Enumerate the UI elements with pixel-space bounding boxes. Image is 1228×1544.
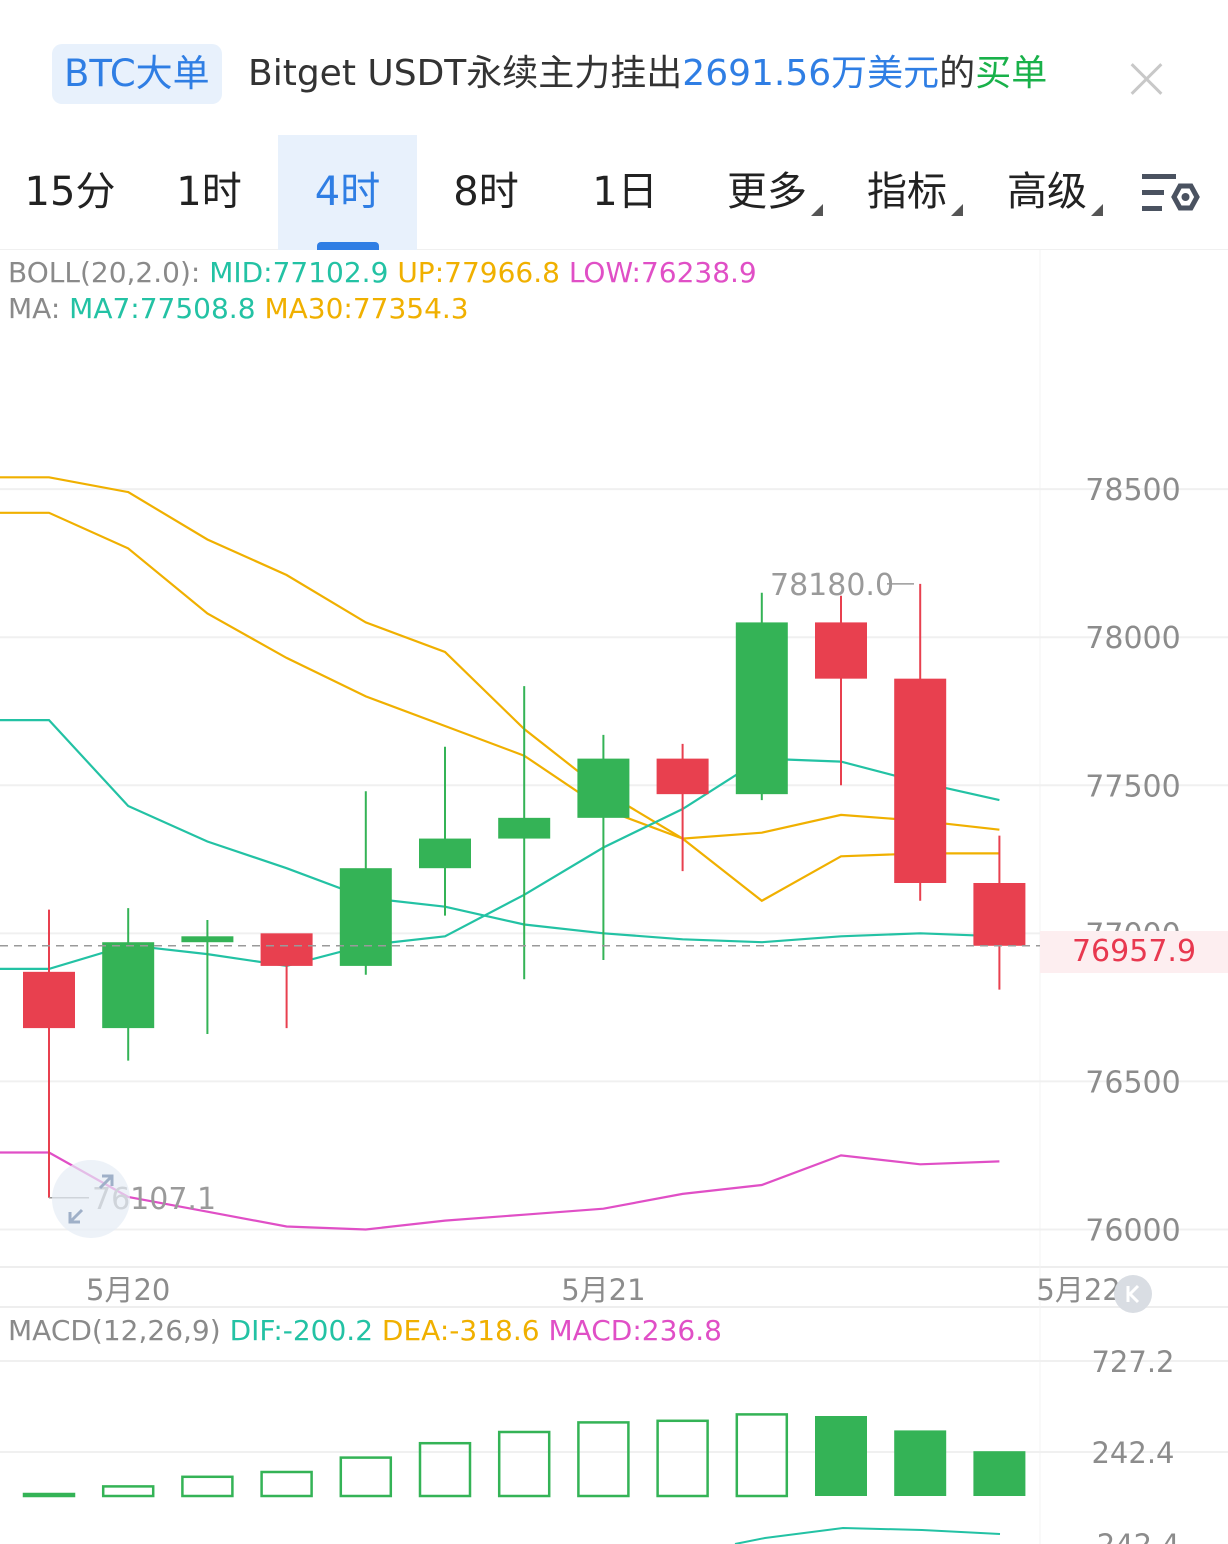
macd-dea: DEA:-318.6 <box>381 1314 540 1347</box>
dropdown-triangle-icon <box>811 204 823 216</box>
y-tick-label: 78000 <box>1085 621 1180 656</box>
ma-name: MA: <box>8 292 61 325</box>
tab-advanced[interactable]: 高级 <box>1005 135 1103 250</box>
tab-more[interactable]: 更多 <box>725 135 823 250</box>
macd-bar <box>260 1470 313 1498</box>
dropdown-triangle-icon <box>1091 204 1103 216</box>
chart-settings-icon[interactable] <box>1140 170 1200 220</box>
candle-body <box>260 933 313 966</box>
macd-dif: DIF:-200.2 <box>229 1314 374 1347</box>
macd-bar <box>735 1413 789 1498</box>
notice-prefix: Bitget USDT永续主力挂出 <box>248 53 683 94</box>
tab-more-label: 更多 <box>727 169 807 215</box>
notice-bar: BTC大单 Bitget USDT永续主力挂出2691.56万美元的买单 <box>0 0 1228 135</box>
x-tick-label: 5月20 <box>86 1273 170 1307</box>
macd-y-tick-label: 242.4 <box>1091 1436 1174 1470</box>
notice-tag[interactable]: BTC大单 <box>52 44 222 104</box>
series-line-up <box>0 511 1000 903</box>
ma7-value: MA7:77508.8 <box>69 292 256 325</box>
macd-y-tick-label: 727.2 <box>1091 1345 1174 1379</box>
tab-4h-label: 4时 <box>314 169 381 215</box>
tab-indicators-label: 指标 <box>867 169 947 215</box>
notice-side: 买单 <box>975 53 1048 94</box>
notice-amount: 2691.56万美元 <box>682 53 940 94</box>
tab-indicators[interactable]: 指标 <box>865 135 963 250</box>
boll-up: UP:77966.8 <box>397 256 560 289</box>
notice-message[interactable]: Bitget USDT永续主力挂出2691.56万美元的买单 <box>248 44 1047 104</box>
macd-bar <box>101 1485 155 1498</box>
expand-chart-button[interactable] <box>52 1160 130 1238</box>
candle-body <box>102 942 155 1029</box>
macd-bar <box>497 1430 551 1498</box>
macd-y-tick-label: -242.4 <box>1086 1528 1180 1544</box>
timeframe-tabs: 15分 1时 4时 8时 1日 更多 指标 高级 <box>0 135 1228 250</box>
candle-body <box>735 622 788 795</box>
scroll-to-latest-button[interactable] <box>1114 1275 1152 1313</box>
candle-body <box>23 971 75 1029</box>
series-line-low <box>0 1151 1000 1231</box>
macd-bar <box>418 1441 472 1498</box>
candle-body <box>577 758 630 818</box>
tab-1h[interactable]: 1时 <box>176 169 242 215</box>
boll-legend: BOLL(20,2.0): MID:77102.9 UP:77966.8 LOW… <box>8 256 757 289</box>
boll-low: LOW:76238.9 <box>568 256 757 289</box>
high-label: 78180.0 <box>770 568 894 603</box>
y-tick-label: 76500 <box>1085 1065 1180 1100</box>
macd-legend: MACD(12,26,9) DIF:-200.2 DEA:-318.6 MACD… <box>8 1314 722 1347</box>
candle-body <box>656 758 709 795</box>
x-tick-label: 5月22 <box>1036 1273 1120 1307</box>
candle-body <box>498 817 551 839</box>
current-price-tag: 76957.9 <box>1040 931 1228 973</box>
y-tick-label: 78500 <box>1085 473 1180 508</box>
series-line-ma30 <box>0 476 1000 840</box>
macd-bar <box>181 1475 234 1498</box>
notice-middle: 的 <box>939 53 976 94</box>
tab-advanced-label: 高级 <box>1007 169 1087 215</box>
candle-body <box>339 868 392 966</box>
candle-body <box>815 622 867 679</box>
tab-4h[interactable]: 4时 <box>278 135 417 250</box>
macd-bar <box>656 1419 709 1498</box>
ma30-value: MA30:77354.3 <box>264 292 469 325</box>
tab-1d[interactable]: 1日 <box>592 169 658 215</box>
candle-body <box>894 678 947 883</box>
macd-bar <box>973 1451 1026 1496</box>
ma-legend: MA: MA7:77508.8 MA30:77354.3 <box>8 292 469 325</box>
macd-bar <box>22 1492 76 1498</box>
macd-bar <box>815 1416 867 1496</box>
boll-mid: MID:77102.9 <box>209 256 389 289</box>
macd-value: MACD:236.8 <box>548 1314 722 1347</box>
y-tick-label: 76000 <box>1085 1213 1180 1248</box>
y-tick-label: 77500 <box>1085 769 1180 804</box>
tab-8h[interactable]: 8时 <box>453 169 519 215</box>
expand-icon <box>68 1174 114 1224</box>
candle-body <box>973 882 1026 946</box>
chevron-left-icon <box>1126 1284 1140 1304</box>
macd-name: MACD(12,26,9) <box>8 1314 221 1347</box>
macd-bar <box>577 1421 630 1498</box>
macd-dif-line <box>734 1526 1001 1544</box>
dropdown-triangle-icon <box>951 204 963 216</box>
boll-name: BOLL(20,2.0): <box>8 256 201 289</box>
macd-bar <box>339 1456 393 1498</box>
x-tick-label: 5月21 <box>561 1273 645 1307</box>
candle-body <box>181 936 234 943</box>
candle-body <box>419 838 471 869</box>
tab-15m[interactable]: 15分 <box>24 169 116 215</box>
macd-bar <box>894 1430 947 1496</box>
series-line-ma7 <box>0 757 1000 970</box>
